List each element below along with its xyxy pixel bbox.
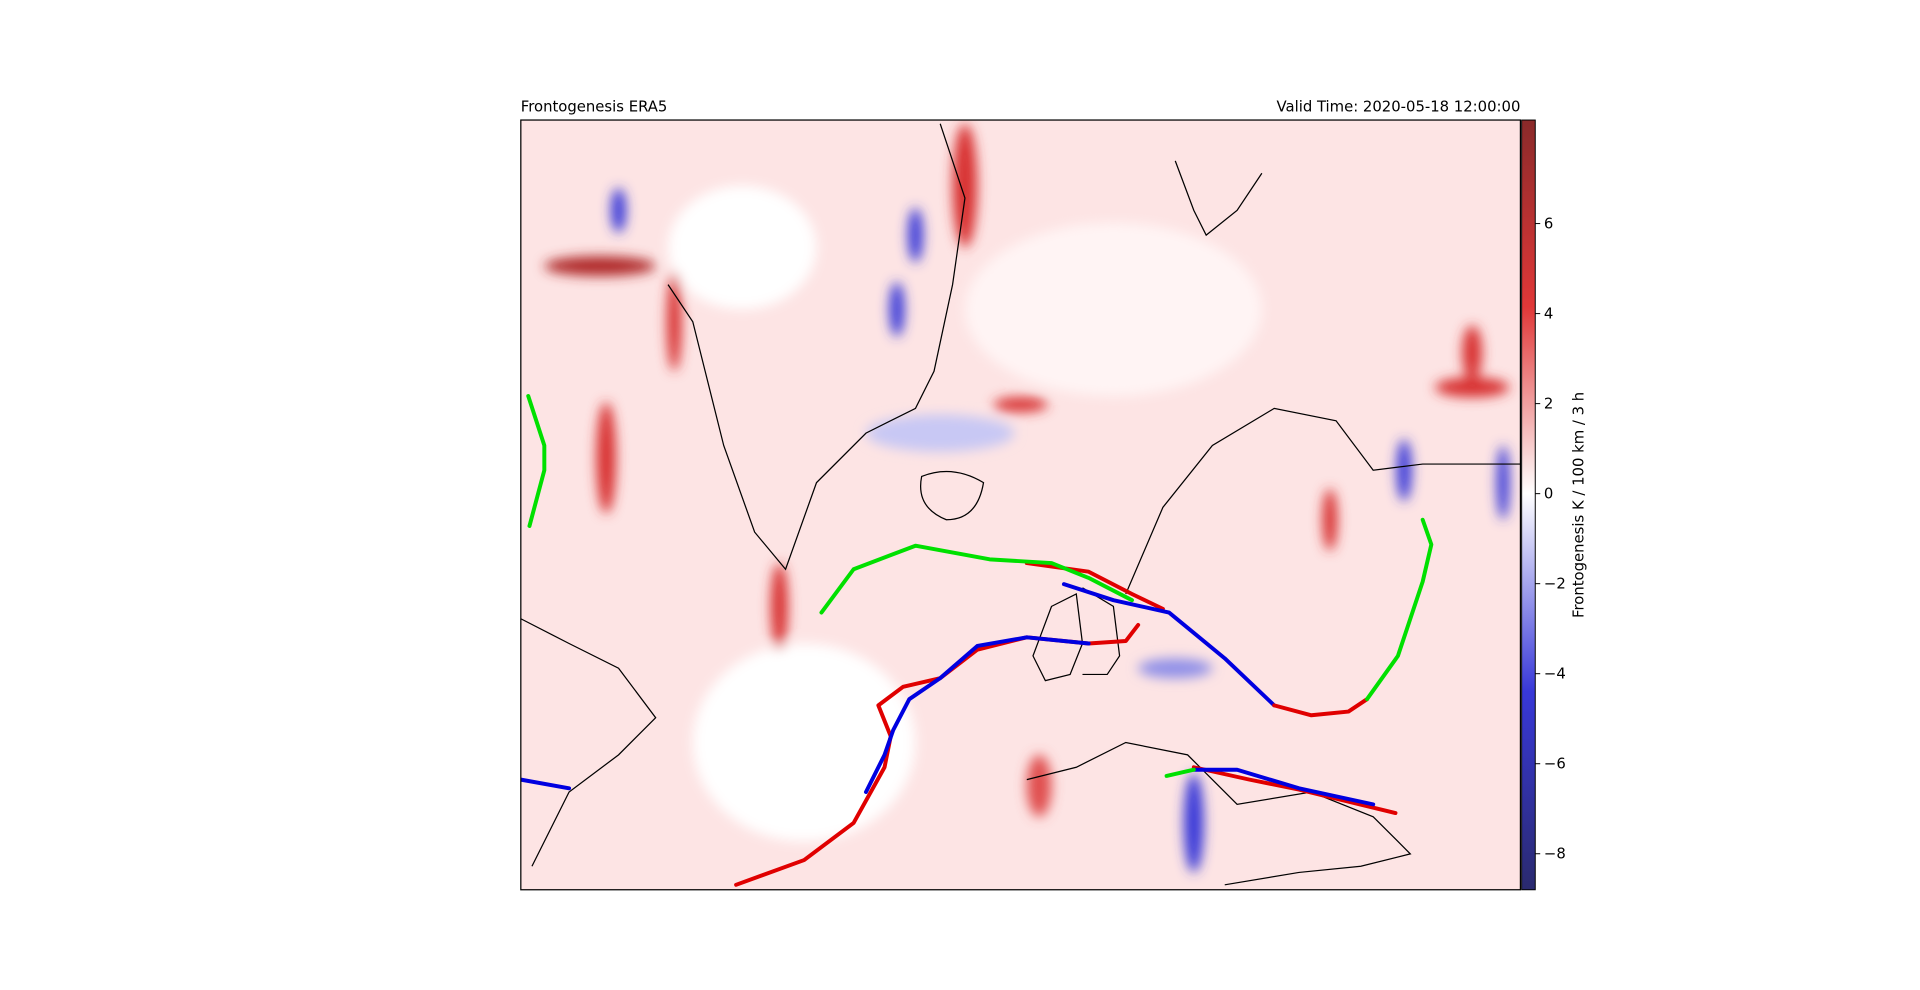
front-green xyxy=(819,543,1134,615)
colorbar xyxy=(1521,119,1536,891)
front-blue xyxy=(1191,767,1376,807)
coastline-america xyxy=(520,618,657,867)
front-red xyxy=(1191,765,1398,816)
coastline-scandinavia xyxy=(1125,407,1521,595)
title-right: Valid Time: 2020-05-18 12:00:00 xyxy=(1277,98,1521,115)
front-green xyxy=(1365,517,1434,702)
colorbar-tick-label: −2 xyxy=(1544,576,1566,593)
front-blue xyxy=(864,635,1091,794)
coastline-iceland xyxy=(920,470,985,521)
title-left: Frontogenesis ERA5 xyxy=(521,98,668,115)
colorbar-tick-label: 4 xyxy=(1544,306,1553,323)
colorbar-label: Frontogenesis K / 100 km / 3 h xyxy=(1571,392,1588,618)
front-blue xyxy=(1061,582,1277,708)
map xyxy=(520,120,1521,890)
front-green xyxy=(1164,767,1196,778)
coastline-ireland xyxy=(1032,593,1084,682)
coastline-svalbard xyxy=(1174,160,1263,237)
fronts xyxy=(520,394,1434,887)
coastlines xyxy=(520,123,1521,886)
colorbar-tick-label: 0 xyxy=(1544,486,1553,503)
colorbar-tick-label: 2 xyxy=(1544,396,1553,413)
colorbar-tick-label: −6 xyxy=(1544,756,1566,773)
colorbar-tick-label: 6 xyxy=(1544,216,1553,233)
front-green xyxy=(526,394,547,528)
colorbar-tick-label: −8 xyxy=(1544,846,1566,863)
front-red xyxy=(1272,697,1369,718)
field-blobs xyxy=(544,123,1510,873)
front-blue xyxy=(520,777,572,791)
coastline-greenland xyxy=(667,123,966,571)
colorbar-tick-label: −4 xyxy=(1544,666,1566,683)
map-frame xyxy=(520,119,1522,891)
coastline-britain xyxy=(1082,587,1121,676)
